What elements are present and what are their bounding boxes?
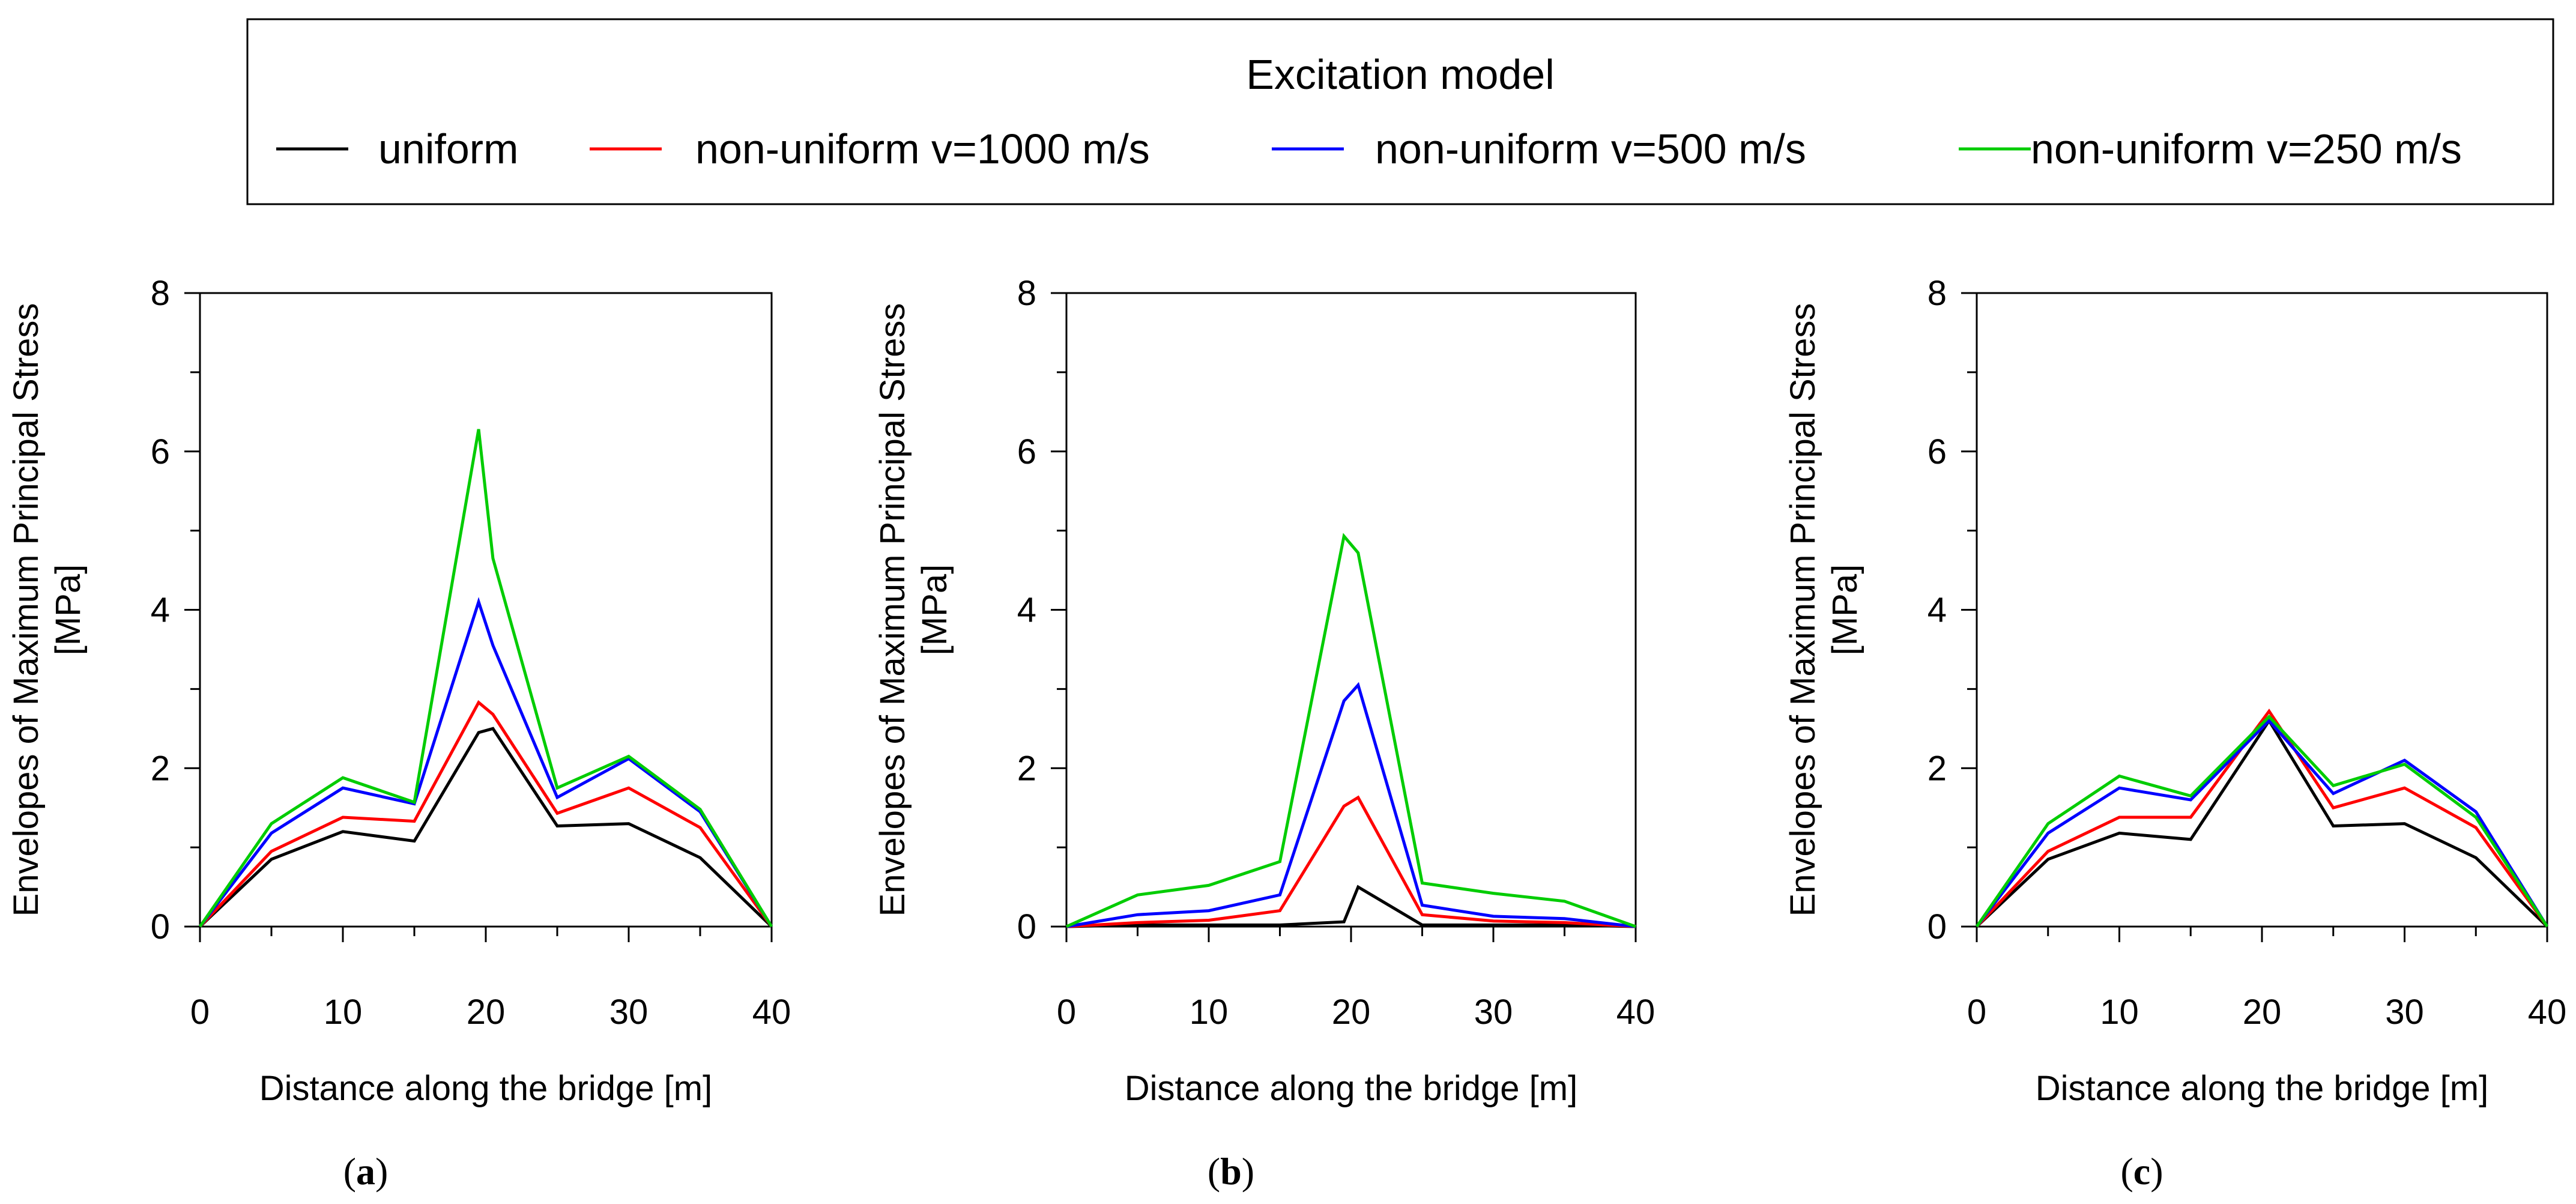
x-tick-label: 0 bbox=[1967, 993, 1986, 1032]
series-line-non-uniform-v-250-m-s bbox=[1065, 533, 1636, 928]
series-line-uniform bbox=[199, 727, 773, 928]
panel-label-open: ( bbox=[2120, 1150, 2133, 1193]
x-tick-label: 30 bbox=[1474, 993, 1513, 1032]
y-axis-title: Envelopes of Maximum Principal Stress bbox=[7, 303, 46, 917]
panel-label: (b) bbox=[1208, 1150, 1254, 1193]
plot-frame bbox=[1065, 292, 1637, 928]
legend: Excitation model uniform non-uniform v=1… bbox=[246, 18, 2554, 205]
x-tick-label: 10 bbox=[1190, 993, 1229, 1032]
legend-label-v500: non-uniform v=500 m/s bbox=[1375, 126, 1806, 172]
series-line-non-uniform-v-500-m-s bbox=[1066, 682, 1636, 928]
x-tick-label: 20 bbox=[2243, 993, 2282, 1032]
panel-label-letter: a bbox=[356, 1150, 375, 1193]
panel-label-close: ) bbox=[375, 1150, 388, 1193]
panel-label-close: ) bbox=[1242, 1150, 1254, 1193]
legend-title: Excitation model bbox=[1246, 51, 1555, 98]
x-tick-label: 20 bbox=[1332, 993, 1371, 1032]
y-axis-title-units: [MPa] bbox=[1825, 564, 1864, 656]
y-tick-label: 6 bbox=[1017, 432, 1036, 471]
y-axis-title: Envelopes of Maximum Principal Stress bbox=[1783, 303, 1822, 917]
x-tick-label: 30 bbox=[2385, 993, 2424, 1032]
series-line-non-uniform-v-500-m-s bbox=[1976, 718, 2549, 928]
y-tick-label: 8 bbox=[151, 274, 170, 313]
y-tick-label: 0 bbox=[1017, 907, 1036, 946]
x-tick-label: 40 bbox=[1616, 993, 1655, 1032]
series-line-non-uniform-v-500-m-s bbox=[199, 597, 773, 928]
x-tick-label: 0 bbox=[1057, 993, 1076, 1032]
x-tick-label: 0 bbox=[190, 993, 210, 1032]
y-tick-label: 0 bbox=[1927, 907, 1947, 946]
x-tick-label: 30 bbox=[609, 993, 649, 1032]
legend-label-v1000: non-uniform v=1000 m/s bbox=[695, 126, 1150, 172]
x-tick-label: 40 bbox=[752, 993, 791, 1032]
y-tick-label: 6 bbox=[1927, 432, 1947, 471]
x-axis-title: Distance along the bridge [m] bbox=[259, 1069, 712, 1108]
y-tick-label: 2 bbox=[1927, 749, 1947, 788]
chart-panel-a: 0 2 4 6 8 0 10 20 30 40 Distance along the bridge … bbox=[7, 274, 791, 1193]
series-line-non-uniform-v-1000-m-s bbox=[1066, 795, 1636, 928]
y-axis-title-units: [MPa] bbox=[915, 564, 954, 656]
y-tick-label: 2 bbox=[1017, 749, 1036, 788]
series-line-non-uniform-v-1000-m-s bbox=[1976, 708, 2549, 928]
y-axis-title: Envelopes of Maximum Principal Stress bbox=[873, 303, 912, 917]
y-tick-label: 0 bbox=[151, 907, 170, 946]
chart-panel-b: 0 2 4 6 8 0 10 20 30 40 Distance along the bridge … bbox=[873, 274, 1655, 1193]
panel-label-open: ( bbox=[343, 1150, 356, 1193]
x-tick-label: 10 bbox=[2100, 993, 2139, 1032]
y-tick-label: 8 bbox=[1927, 274, 1947, 313]
panel-label-open: ( bbox=[1208, 1150, 1220, 1193]
x-axis-title: Distance along the bridge [m] bbox=[1125, 1069, 1577, 1108]
series-line-uniform bbox=[1066, 885, 1636, 928]
y-tick-label: 6 bbox=[151, 432, 170, 471]
x-tick-label: 40 bbox=[2528, 993, 2567, 1032]
panel-label-letter: b bbox=[1220, 1150, 1242, 1193]
panel-label: (c) bbox=[2120, 1150, 2163, 1193]
panel-label-letter: c bbox=[2133, 1150, 2150, 1193]
series-line-non-uniform-v-250-m-s bbox=[1975, 714, 2549, 928]
legend-label-v250: non-uniform v=250 m/s bbox=[2031, 126, 2462, 172]
panel-label-close: ) bbox=[2150, 1150, 2163, 1193]
y-axis-title-units: [MPa] bbox=[49, 564, 88, 656]
plot-frame bbox=[199, 292, 773, 928]
legend-frame bbox=[246, 18, 2554, 205]
legend-label-uniform: uniform bbox=[378, 126, 518, 172]
y-tick-label: 4 bbox=[1017, 591, 1036, 630]
y-tick-label: 2 bbox=[151, 749, 170, 788]
series-line-non-uniform-v-1000-m-s bbox=[199, 700, 773, 928]
panel-label: (a) bbox=[343, 1150, 389, 1193]
y-tick-label: 4 bbox=[151, 591, 170, 630]
x-tick-label: 10 bbox=[324, 993, 363, 1032]
y-tick-label: 8 bbox=[1017, 274, 1036, 313]
series-line-non-uniform-v-250-m-s bbox=[198, 429, 773, 928]
plot-frame bbox=[1976, 292, 2548, 928]
x-tick-label: 20 bbox=[467, 993, 506, 1032]
y-tick-label: 4 bbox=[1927, 591, 1947, 630]
chart-panel-c: 0 2 4 6 8 0 10 20 30 40 Distance along the bridge … bbox=[1783, 274, 2566, 1193]
x-axis-title: Distance along the bridge [m] bbox=[2036, 1069, 2488, 1108]
